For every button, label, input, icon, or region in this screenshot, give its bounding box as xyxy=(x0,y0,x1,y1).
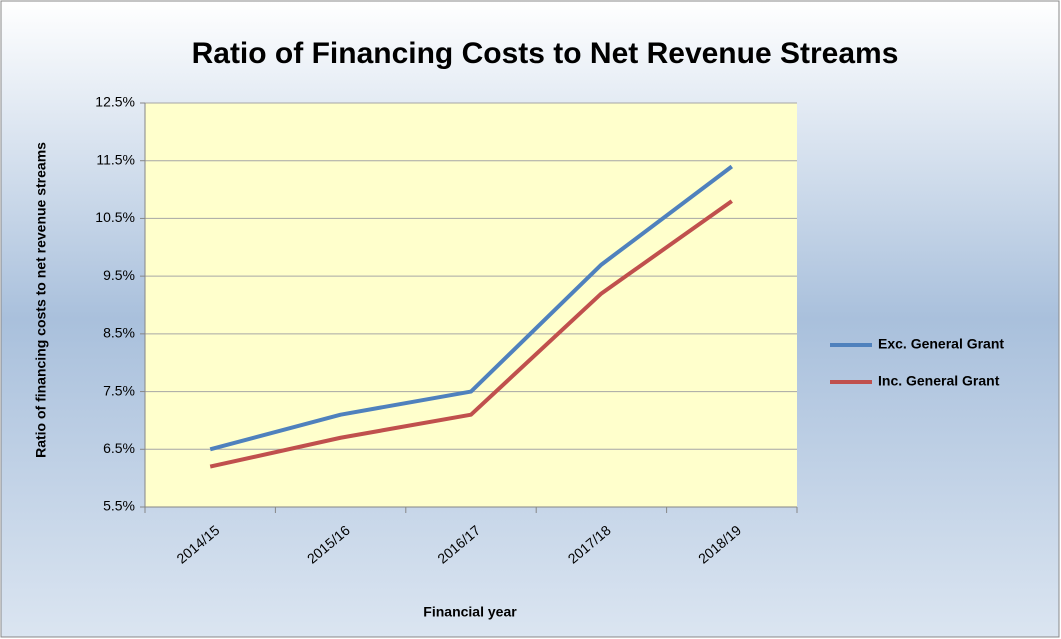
y-tick-label: 7.5% xyxy=(103,382,135,398)
y-tick-label: 10.5% xyxy=(95,209,135,225)
legend-label: Inc. General Grant xyxy=(878,373,1000,389)
chart-title: Ratio of Financing Costs to Net Revenue … xyxy=(192,37,899,70)
y-tick-label: 6.5% xyxy=(103,440,135,456)
y-axis-label: Ratio of financing costs to net revenue … xyxy=(33,142,49,458)
y-tick-label: 5.5% xyxy=(103,498,135,514)
y-tick-label: 11.5% xyxy=(96,151,135,167)
y-tick-label: 12.5% xyxy=(95,94,135,110)
y-tick-label: 8.5% xyxy=(103,325,135,341)
x-axis-label: Financial year xyxy=(423,604,517,620)
line-series xyxy=(209,199,733,469)
y-tick-label: 9.5% xyxy=(103,267,135,283)
plot-area xyxy=(145,103,797,507)
legend-label: Exc. General Grant xyxy=(878,336,1004,352)
line-series xyxy=(209,164,734,452)
